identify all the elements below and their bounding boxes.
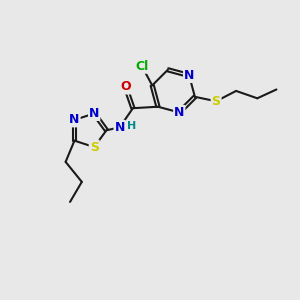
Text: N: N	[89, 107, 99, 120]
Text: O: O	[120, 80, 131, 94]
Text: Cl: Cl	[135, 60, 148, 73]
Text: S: S	[212, 95, 220, 108]
Text: N: N	[69, 113, 80, 126]
Text: S: S	[90, 141, 99, 154]
Text: N: N	[184, 69, 194, 82]
Text: H: H	[128, 121, 137, 131]
Text: N: N	[115, 121, 125, 134]
Text: N: N	[174, 106, 184, 119]
